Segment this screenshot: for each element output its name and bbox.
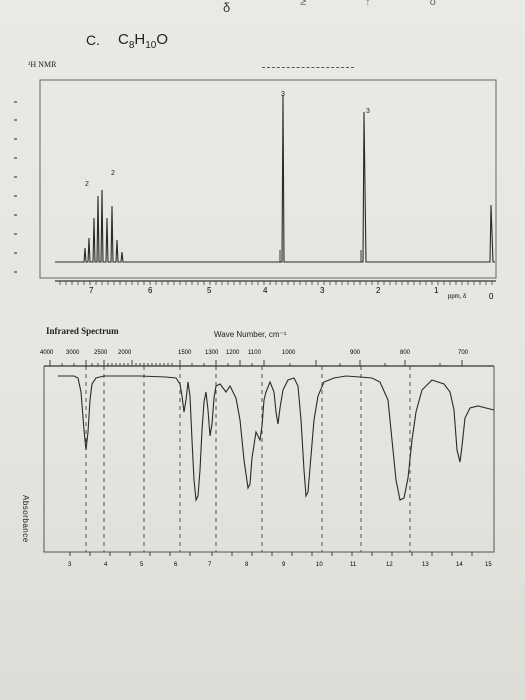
nmr-frame — [39, 79, 497, 279]
ir-wavenumber-label: 2500 — [94, 350, 108, 356]
ir-micron-label: 11 — [350, 562, 357, 568]
ir-wavenumber-label: 1100 — [248, 350, 262, 356]
formula-carbon: C — [118, 31, 129, 48]
ir-wavenumber-label: 1300 — [205, 350, 219, 356]
ir-micron-label: 14 — [456, 562, 463, 568]
nmr-tick-label: 1 — [434, 286, 439, 295]
nmr-peak-label: 3 — [281, 91, 285, 98]
top-cut-marks: ≥ ↑ ʊ — [300, 0, 464, 8]
formula-hydrogen-count: 10 — [145, 40, 157, 51]
ir-dashed-guides — [85, 366, 411, 552]
nmr-tick-label: 5 — [207, 286, 212, 295]
ir-wavenumber-label: 1200 — [226, 350, 240, 356]
nmr-tick-label: 7 — [89, 286, 94, 295]
nmr-spectrum-trace — [55, 94, 495, 263]
formula-carbon-count: 8 — [128, 40, 135, 51]
nmr-ppm-axis — [55, 280, 496, 285]
nmr-peak-label: 2 — [85, 181, 89, 188]
ir-micron-label: 6 — [174, 562, 178, 568]
ir-micron-label: 13 — [422, 562, 429, 568]
nmr-integration-marks — [279, 250, 362, 262]
nmr-tick-label: 6 — [148, 286, 153, 295]
ir-wavenumber-label: 2000 — [118, 350, 132, 356]
ir-wavenumber-label: 1500 — [178, 350, 192, 356]
ir-micron-label: 10 — [316, 562, 323, 568]
ir-top-axis-ticks — [49, 360, 463, 366]
molecular-formula: C8H10O — [118, 31, 168, 51]
nmr-tick-label: 3 — [320, 286, 325, 295]
ir-wavenumber-label: 4000 — [40, 350, 54, 356]
ir-wavenumber-label: 3000 — [66, 350, 80, 356]
nmr-tick-label: 0 — [489, 292, 494, 301]
nmr-peak-label: 2 — [111, 170, 115, 177]
ir-frame — [43, 366, 495, 553]
nmr-tick-label: 2 — [376, 286, 381, 295]
problem-label: C. — [86, 32, 100, 48]
ir-bottom-axis-ticks — [69, 552, 473, 556]
ir-wavenumber-label: 900 — [350, 350, 361, 356]
ir-micron-label: 3 — [68, 562, 72, 568]
nmr-tick-label: 4 — [263, 286, 268, 295]
ir-micron-label: 4 — [104, 562, 108, 568]
nmr-peak-label: 3 — [366, 108, 370, 115]
ir-wavenumber-title: Wave Number, cm⁻¹ — [214, 330, 287, 339]
nmr-axis-minor-ticks — [59, 281, 493, 285]
ir-micron-label: 15 — [485, 562, 492, 568]
ir-title: Infrared Spectrum — [46, 326, 119, 336]
ir-micron-label: 7 — [208, 562, 212, 568]
ir-micron-label: 9 — [282, 562, 286, 568]
top-delta-symbol: δ — [223, 0, 231, 15]
ir-micron-label: 12 — [386, 562, 393, 568]
nmr-label: ¹H NMR — [28, 60, 57, 69]
ir-wavenumber-label: 700 — [458, 350, 469, 356]
formula-hydrogen: H — [134, 31, 146, 48]
nmr-axis-unit: ppm, δ — [448, 294, 467, 300]
ir-micron-label: 5 — [140, 562, 144, 568]
ir-wavenumber-label: 1000 — [282, 350, 296, 356]
ir-wavenumber-label: 800 — [400, 350, 411, 356]
nmr-left-margin-marks — [14, 101, 17, 273]
ir-spectrum-trace — [58, 375, 495, 502]
ir-y-axis-label: Absorbance — [21, 495, 30, 543]
ir-micron-label: 8 — [245, 562, 249, 568]
formula-oxygen: O — [156, 31, 169, 48]
nmr-header-dash — [262, 67, 354, 68]
